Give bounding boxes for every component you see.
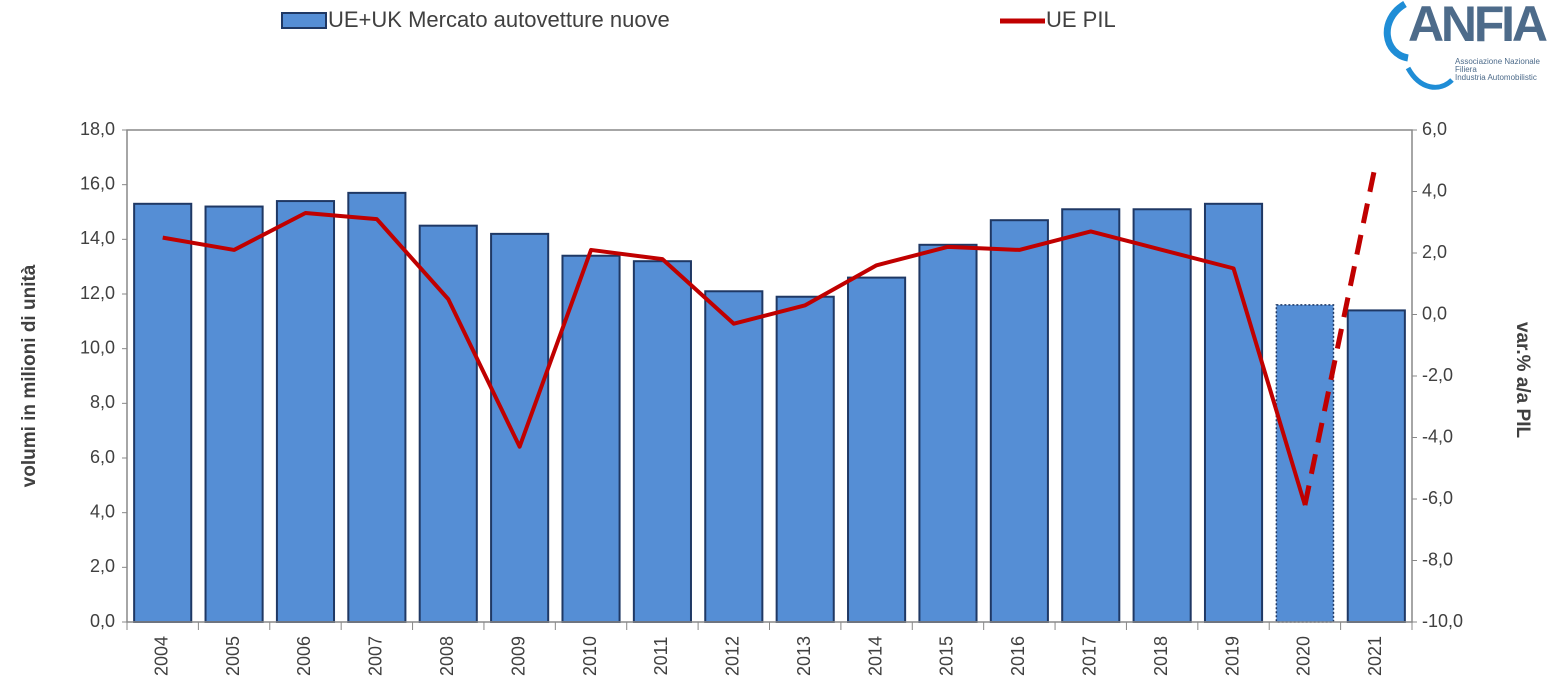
bar <box>989 219 1049 623</box>
bar <box>1203 202 1264 624</box>
y-tick-label: 16,0 <box>80 173 115 193</box>
y-axis-title: volumi in milioni di unità <box>19 264 40 487</box>
logo-line: Associazione Nazionale <box>1455 57 1540 66</box>
x-tick-label: 2018 <box>1151 636 1171 676</box>
x-tick-label: 2009 <box>508 636 528 676</box>
legend-label: UE PIL <box>1046 7 1116 32</box>
y-tick-label: 18,0 <box>80 119 115 139</box>
y-tick-label: 8,0 <box>90 392 115 412</box>
legend-swatch <box>281 12 327 29</box>
bar <box>632 260 692 623</box>
bar <box>1275 304 1335 623</box>
x-tick-label: 2011 <box>651 637 671 676</box>
y-tick-label: 10,0 <box>80 337 115 357</box>
x-tick-label: 2013 <box>794 636 814 676</box>
bar <box>561 254 621 623</box>
y2-tick-label: 6,0 <box>1422 119 1447 139</box>
y2-tick-label: 4,0 <box>1422 180 1447 200</box>
bar <box>1061 208 1121 623</box>
logo-arc <box>1405 66 1454 90</box>
x-tick-label: 2006 <box>294 636 314 676</box>
legend-label: UE+UK Mercato autovetture nuove <box>328 7 670 32</box>
x-tick-label: 2019 <box>1222 636 1242 676</box>
bar <box>418 224 478 624</box>
y2-tick-label: -2,0 <box>1422 365 1453 385</box>
x-tick-label: 2004 <box>151 636 171 676</box>
bar <box>1132 208 1192 623</box>
y2-tick-label: -6,0 <box>1422 488 1453 508</box>
x-tick-label: 2015 <box>937 636 957 676</box>
y2-tick-label: -8,0 <box>1422 549 1453 569</box>
logo-line: Industria Automobilistic <box>1455 73 1537 82</box>
bar <box>704 290 764 623</box>
x-tick-label: 2021 <box>1365 636 1385 676</box>
x-tick-label: 2017 <box>1080 636 1100 676</box>
logo: ANFIA Associazione Nazionale Filiera Ind… <box>1383 0 1548 90</box>
y-tick-label: 4,0 <box>90 501 115 521</box>
line-segment-dashed <box>1302 160 1379 506</box>
bar <box>918 243 978 624</box>
bar <box>775 295 835 623</box>
x-tick-label: 2012 <box>723 636 743 676</box>
bar <box>275 200 336 623</box>
x-tick-label: 2020 <box>1294 636 1314 676</box>
plot-border <box>126 129 1413 623</box>
bar <box>133 202 193 624</box>
x-tick-label: 2005 <box>223 636 243 676</box>
y2-tick-label: -10,0 <box>1422 611 1463 631</box>
x-tick-label: 2008 <box>437 636 457 676</box>
x-tick-label: 2007 <box>366 636 386 676</box>
x-tick-label: 2016 <box>1008 636 1028 676</box>
bar <box>847 276 907 623</box>
y-tick-label: 12,0 <box>80 283 115 303</box>
logo-line: Filiera <box>1455 65 1477 74</box>
logo-arc <box>1383 0 1409 62</box>
bar <box>204 205 264 624</box>
x-tick-label: 2010 <box>580 636 600 676</box>
y-tick-label: 0,0 <box>90 611 115 631</box>
bar <box>490 232 550 623</box>
y2-axis-title: var.% a/a PIL <box>1512 322 1533 439</box>
y2-tick-label: -4,0 <box>1422 426 1453 446</box>
y2-tick-label: 2,0 <box>1422 242 1447 262</box>
line <box>162 211 1307 506</box>
x-tick-label: 2014 <box>865 636 885 676</box>
y-tick-label: 6,0 <box>90 447 115 467</box>
bar <box>1346 309 1406 623</box>
y-tick-label: 14,0 <box>80 228 115 248</box>
logo-name: ANFIA <box>1408 0 1548 52</box>
y-tick-label: 2,0 <box>90 556 115 576</box>
bar <box>347 191 407 623</box>
y2-tick-label: 0,0 <box>1422 303 1447 323</box>
